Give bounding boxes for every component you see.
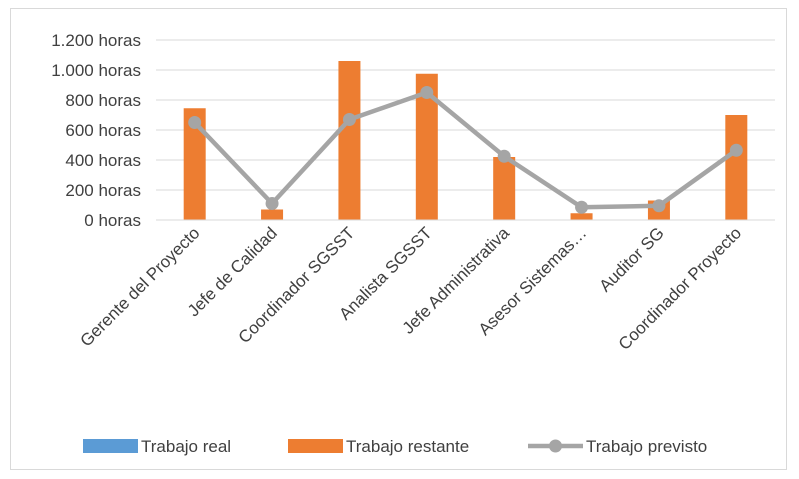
y-tick-label: 0 horas — [84, 211, 141, 230]
bar — [261, 210, 283, 221]
legend-swatch — [288, 439, 343, 453]
y-gridlines — [156, 40, 775, 190]
y-tick-label: 600 horas — [65, 121, 141, 140]
legend-label: Trabajo previsto — [586, 437, 707, 456]
y-tick-label: 1.000 horas — [51, 61, 141, 80]
y-tick-label: 200 horas — [65, 181, 141, 200]
line-point — [343, 113, 356, 126]
bar — [571, 213, 593, 220]
y-axis-labels: 0 horas 200 horas 400 horas 600 horas 800 ho… — [51, 31, 141, 230]
line-point — [188, 116, 201, 129]
legend-swatch — [83, 439, 138, 453]
bar — [338, 61, 360, 220]
y-tick-label: 800 horas — [65, 91, 141, 110]
bar — [725, 115, 747, 220]
legend: Trabajo real Trabajo restante Trabajo prev… — [83, 437, 707, 456]
bar — [493, 157, 515, 220]
x-tick-label: Gerente del Proyecto — [76, 223, 203, 350]
legend-swatch-marker — [549, 440, 562, 453]
line-point — [420, 86, 433, 99]
y-tick-label: 1.200 horas — [51, 31, 141, 50]
line-point — [498, 150, 511, 163]
y-tick-label: 400 horas — [65, 151, 141, 170]
line-point — [652, 199, 665, 212]
legend-label: Trabajo real — [141, 437, 231, 456]
line-markers — [188, 86, 743, 214]
legend-label: Trabajo restante — [346, 437, 469, 456]
x-tick-label: Auditor SG — [596, 223, 668, 295]
line-point — [575, 201, 588, 214]
line-point — [266, 197, 279, 210]
line-point — [730, 144, 743, 157]
bars — [184, 61, 748, 220]
